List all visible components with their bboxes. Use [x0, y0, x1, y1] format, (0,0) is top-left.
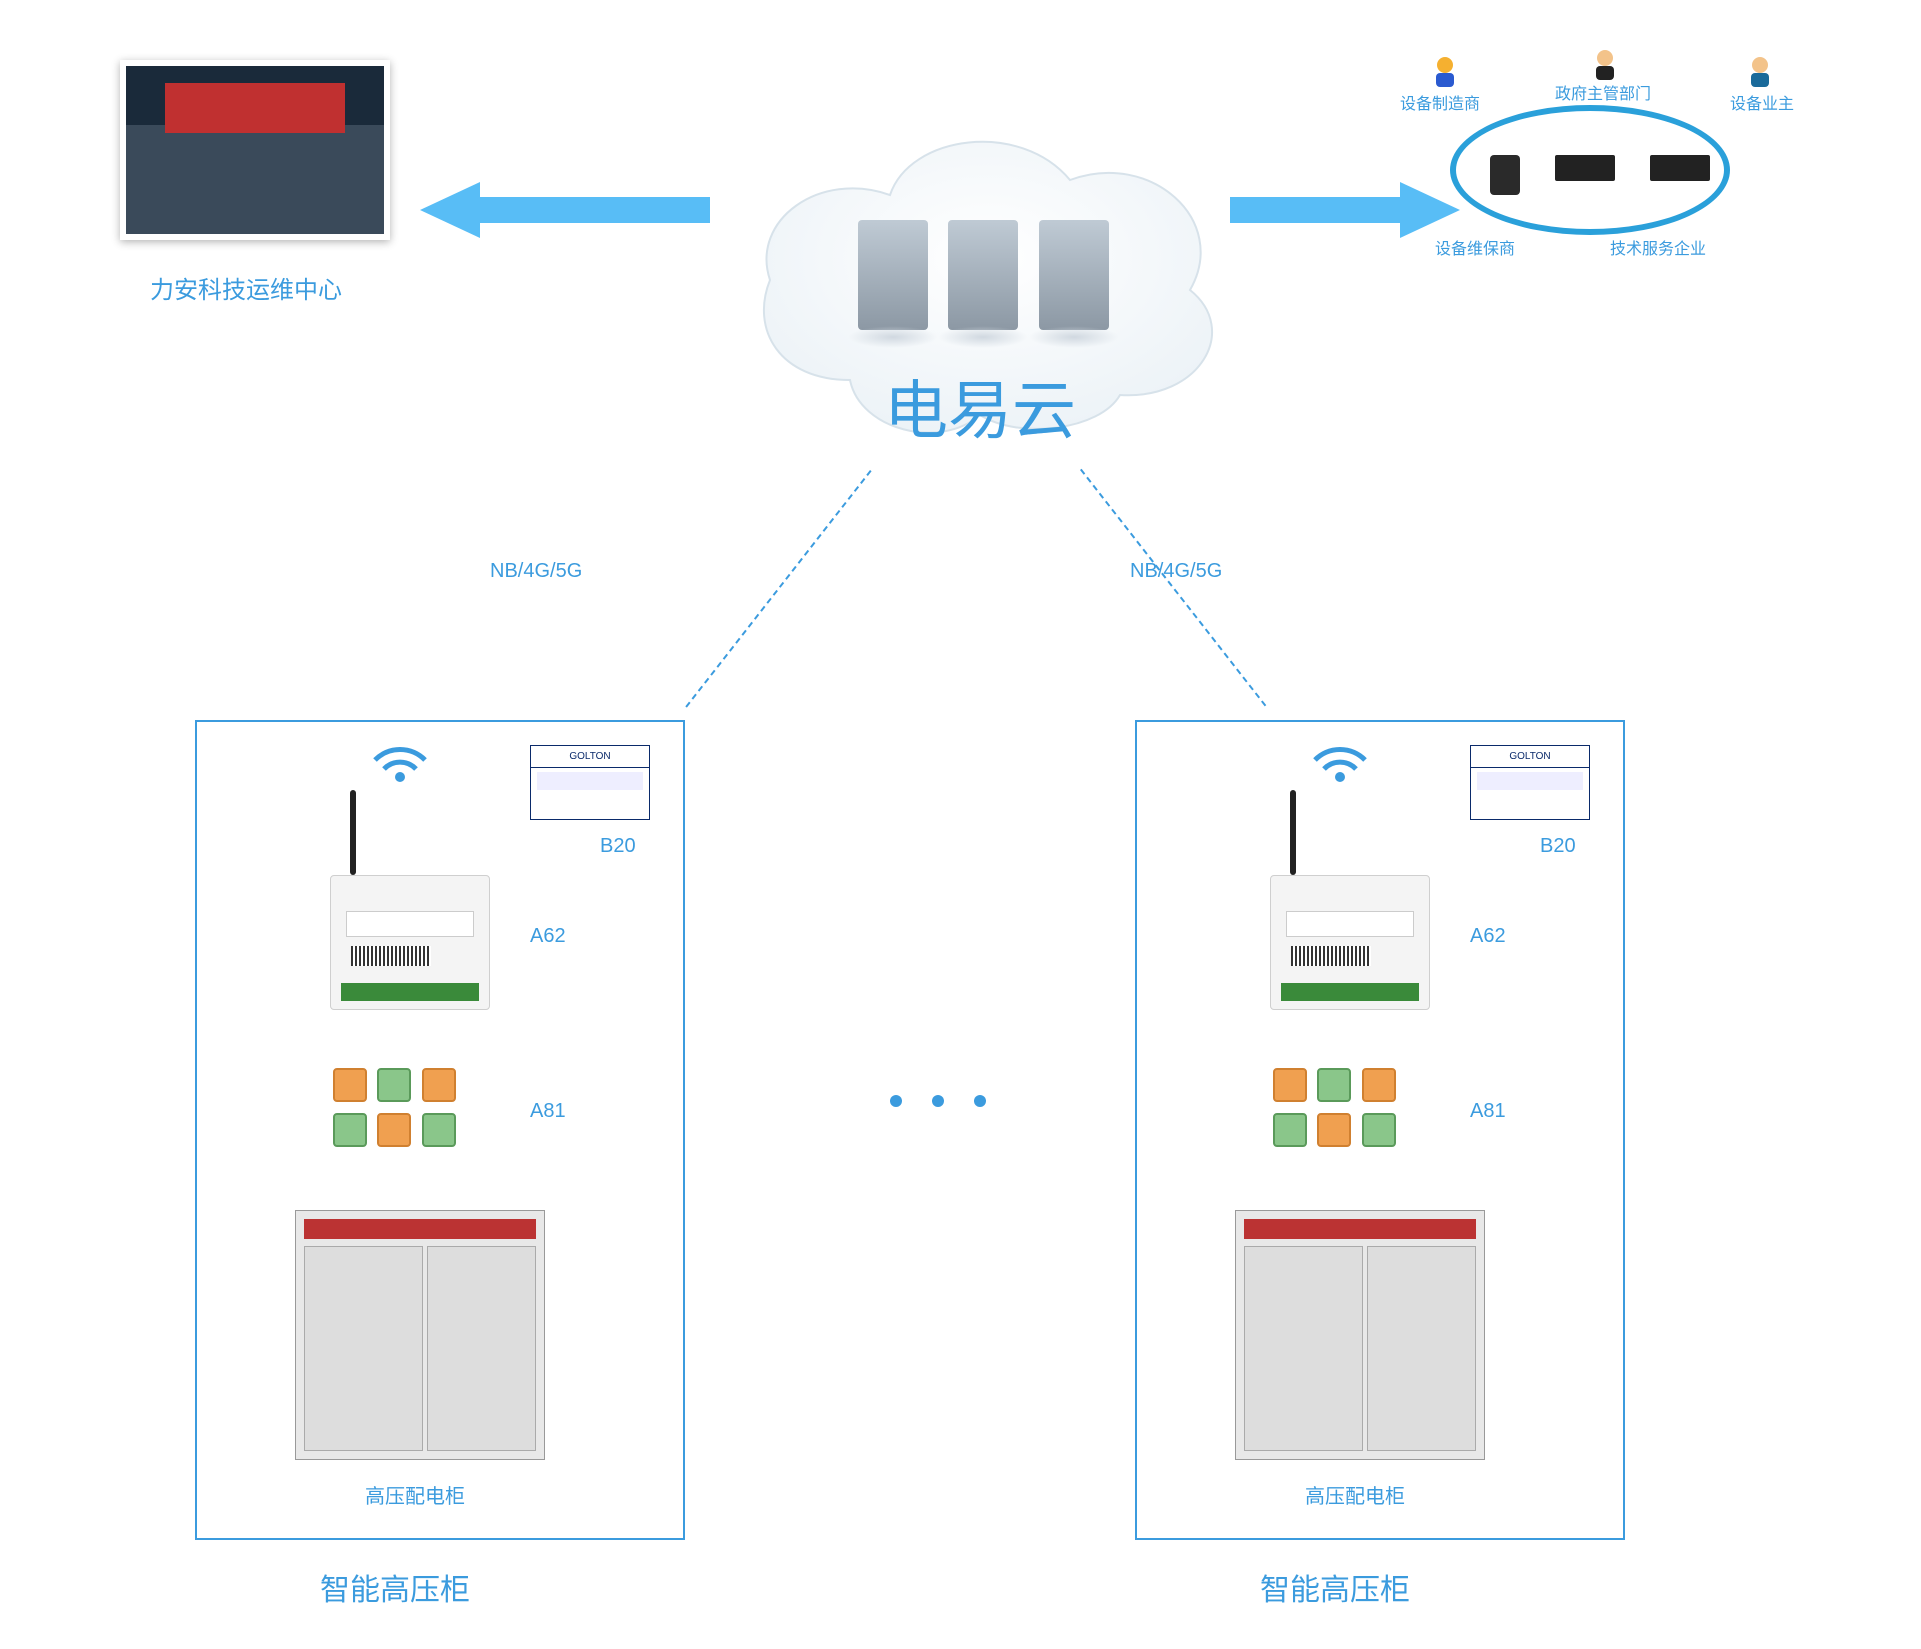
sensor-icon — [333, 1113, 367, 1147]
a81-sensors — [330, 1065, 500, 1155]
laptop-icon — [1650, 155, 1710, 181]
dot-icon — [974, 1095, 986, 1107]
b20-card: GOLTON — [1470, 745, 1590, 820]
control-room-screen — [165, 83, 346, 133]
server-icon — [948, 220, 1018, 330]
b20-card: GOLTON — [530, 745, 650, 820]
antenna-icon — [1290, 790, 1296, 875]
a81-label-left: A81 — [530, 1100, 566, 1123]
cabinet-right-title: 智能高压柜 — [1260, 1565, 1410, 1609]
dot-icon — [890, 1095, 902, 1107]
b20-label-left: B20 — [600, 835, 636, 858]
person-icon — [1745, 55, 1775, 89]
arrow-body — [1230, 197, 1400, 223]
arrow-to-left — [420, 182, 710, 238]
b20-label-right: B20 — [1540, 835, 1576, 858]
switchgear-label-right: 高压配电柜 — [1305, 1480, 1405, 1509]
stakeholder-label: 设备制造商 — [1400, 90, 1480, 114]
a81-sensors — [1270, 1065, 1440, 1155]
arrow-head-left-icon — [420, 182, 480, 238]
left-endpoint-label: 力安科技运维中心 — [150, 270, 342, 305]
tablet-icon — [1490, 155, 1520, 195]
a62-label-right: A62 — [1470, 925, 1506, 948]
switchgear-image — [295, 1210, 545, 1460]
arrow-body — [480, 197, 710, 223]
sensor-icon — [333, 1068, 367, 1102]
sensor-icon — [422, 1068, 456, 1102]
stakeholder-label: 技术服务企业 — [1610, 235, 1706, 259]
dot-icon — [932, 1095, 944, 1107]
wifi-icon — [370, 735, 430, 785]
antenna-icon — [350, 790, 356, 875]
cabinet-left-title: 智能高压柜 — [320, 1565, 470, 1609]
cloud-title: 电易云 — [720, 360, 1240, 452]
sensor-icon — [1317, 1068, 1351, 1102]
sensor-icon — [377, 1113, 411, 1147]
switchgear-label-left: 高压配电柜 — [365, 1480, 465, 1509]
arrow-to-right — [1230, 182, 1460, 238]
continuation-dots — [890, 1095, 986, 1107]
sensor-icon — [1362, 1113, 1396, 1147]
server-icon — [858, 220, 928, 330]
link-label-right: NB/4G/5G — [1130, 560, 1222, 583]
sensor-icon — [1273, 1068, 1307, 1102]
a62-module — [1270, 875, 1430, 1010]
a62-label-left: A62 — [530, 925, 566, 948]
arrow-head-right-icon — [1400, 182, 1460, 238]
stakeholder-label: 设备业主 — [1730, 90, 1794, 114]
sensor-icon — [1273, 1113, 1307, 1147]
cloud-container: 电易云 — [720, 100, 1240, 480]
link-dashed-left — [685, 470, 871, 708]
person-icon — [1590, 48, 1620, 82]
cloud-servers — [850, 220, 1117, 335]
sensor-icon — [377, 1068, 411, 1102]
control-room-image — [120, 60, 390, 240]
a81-label-right: A81 — [1470, 1100, 1506, 1123]
sensor-icon — [1362, 1068, 1396, 1102]
server-icon — [1039, 220, 1109, 330]
person-icon — [1430, 55, 1460, 89]
link-dashed-right — [1080, 469, 1266, 707]
laptop-icon — [1555, 155, 1615, 181]
sensor-icon — [422, 1113, 456, 1147]
stakeholder-label: 政府主管部门 — [1555, 80, 1651, 104]
stakeholder-label: 设备维保商 — [1435, 235, 1515, 259]
sensor-icon — [1317, 1113, 1351, 1147]
switchgear-image — [1235, 1210, 1485, 1460]
wifi-icon — [1310, 735, 1370, 785]
a62-module — [330, 875, 490, 1010]
link-label-left: NB/4G/5G — [490, 560, 582, 583]
